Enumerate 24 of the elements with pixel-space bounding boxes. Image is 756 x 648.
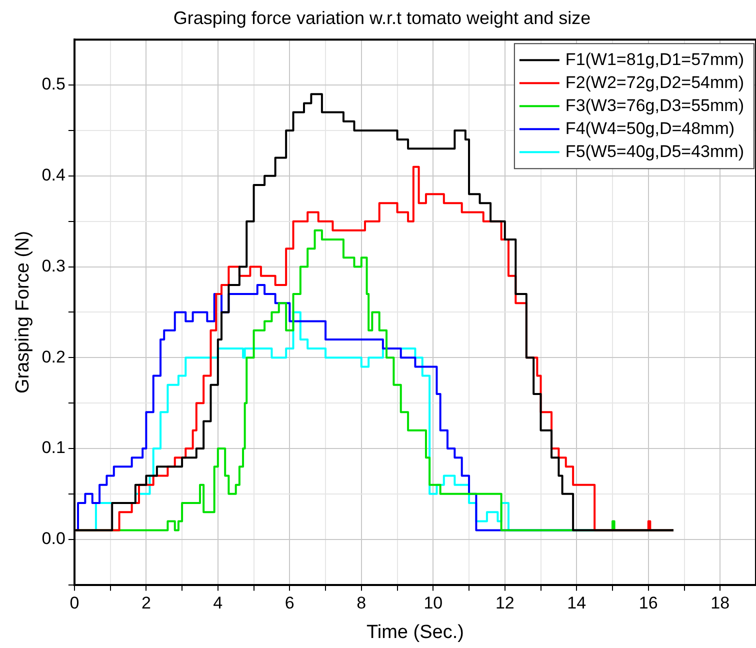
y-tick-label: 0.1 bbox=[42, 438, 66, 458]
chart-title: Grasping force variation w.r.t tomato weight and size bbox=[173, 8, 591, 28]
x-axis-title: Time (Sec.) bbox=[366, 622, 464, 643]
x-tick-label: 16 bbox=[638, 594, 658, 613]
x-tick-label: 14 bbox=[567, 594, 586, 613]
x-tick-label: 2 bbox=[141, 594, 151, 613]
x-tick-label: 10 bbox=[424, 594, 443, 613]
x-tick-label: 6 bbox=[284, 594, 294, 613]
y-tick-label: 0.2 bbox=[42, 347, 66, 366]
y-axis-title: Grasping Force (N) bbox=[12, 230, 34, 394]
y-tick-label: 0.3 bbox=[42, 256, 66, 276]
legend-label: F1(W1=81g,D1=57mm) bbox=[565, 50, 744, 69]
x-tick-label: 0 bbox=[70, 594, 80, 613]
y-tick-label: 0.5 bbox=[42, 74, 66, 94]
legend-label: F5(W5=40g,D5=43mm) bbox=[565, 142, 744, 161]
x-tick-label: 18 bbox=[710, 594, 730, 613]
x-tick-label: 4 bbox=[213, 594, 223, 613]
legend-label: F2(W2=72g,D2=54mm) bbox=[565, 72, 744, 92]
legend-label: F4(W4=50g,D=48mm) bbox=[565, 118, 735, 138]
y-tick-label: 0.4 bbox=[42, 166, 66, 185]
y-tick-label: 0.0 bbox=[42, 529, 66, 548]
x-tick-label: 12 bbox=[495, 594, 514, 613]
legend-label: F3(W3=76g,D3=55mm) bbox=[565, 96, 744, 115]
x-tick-label: 8 bbox=[356, 594, 366, 613]
